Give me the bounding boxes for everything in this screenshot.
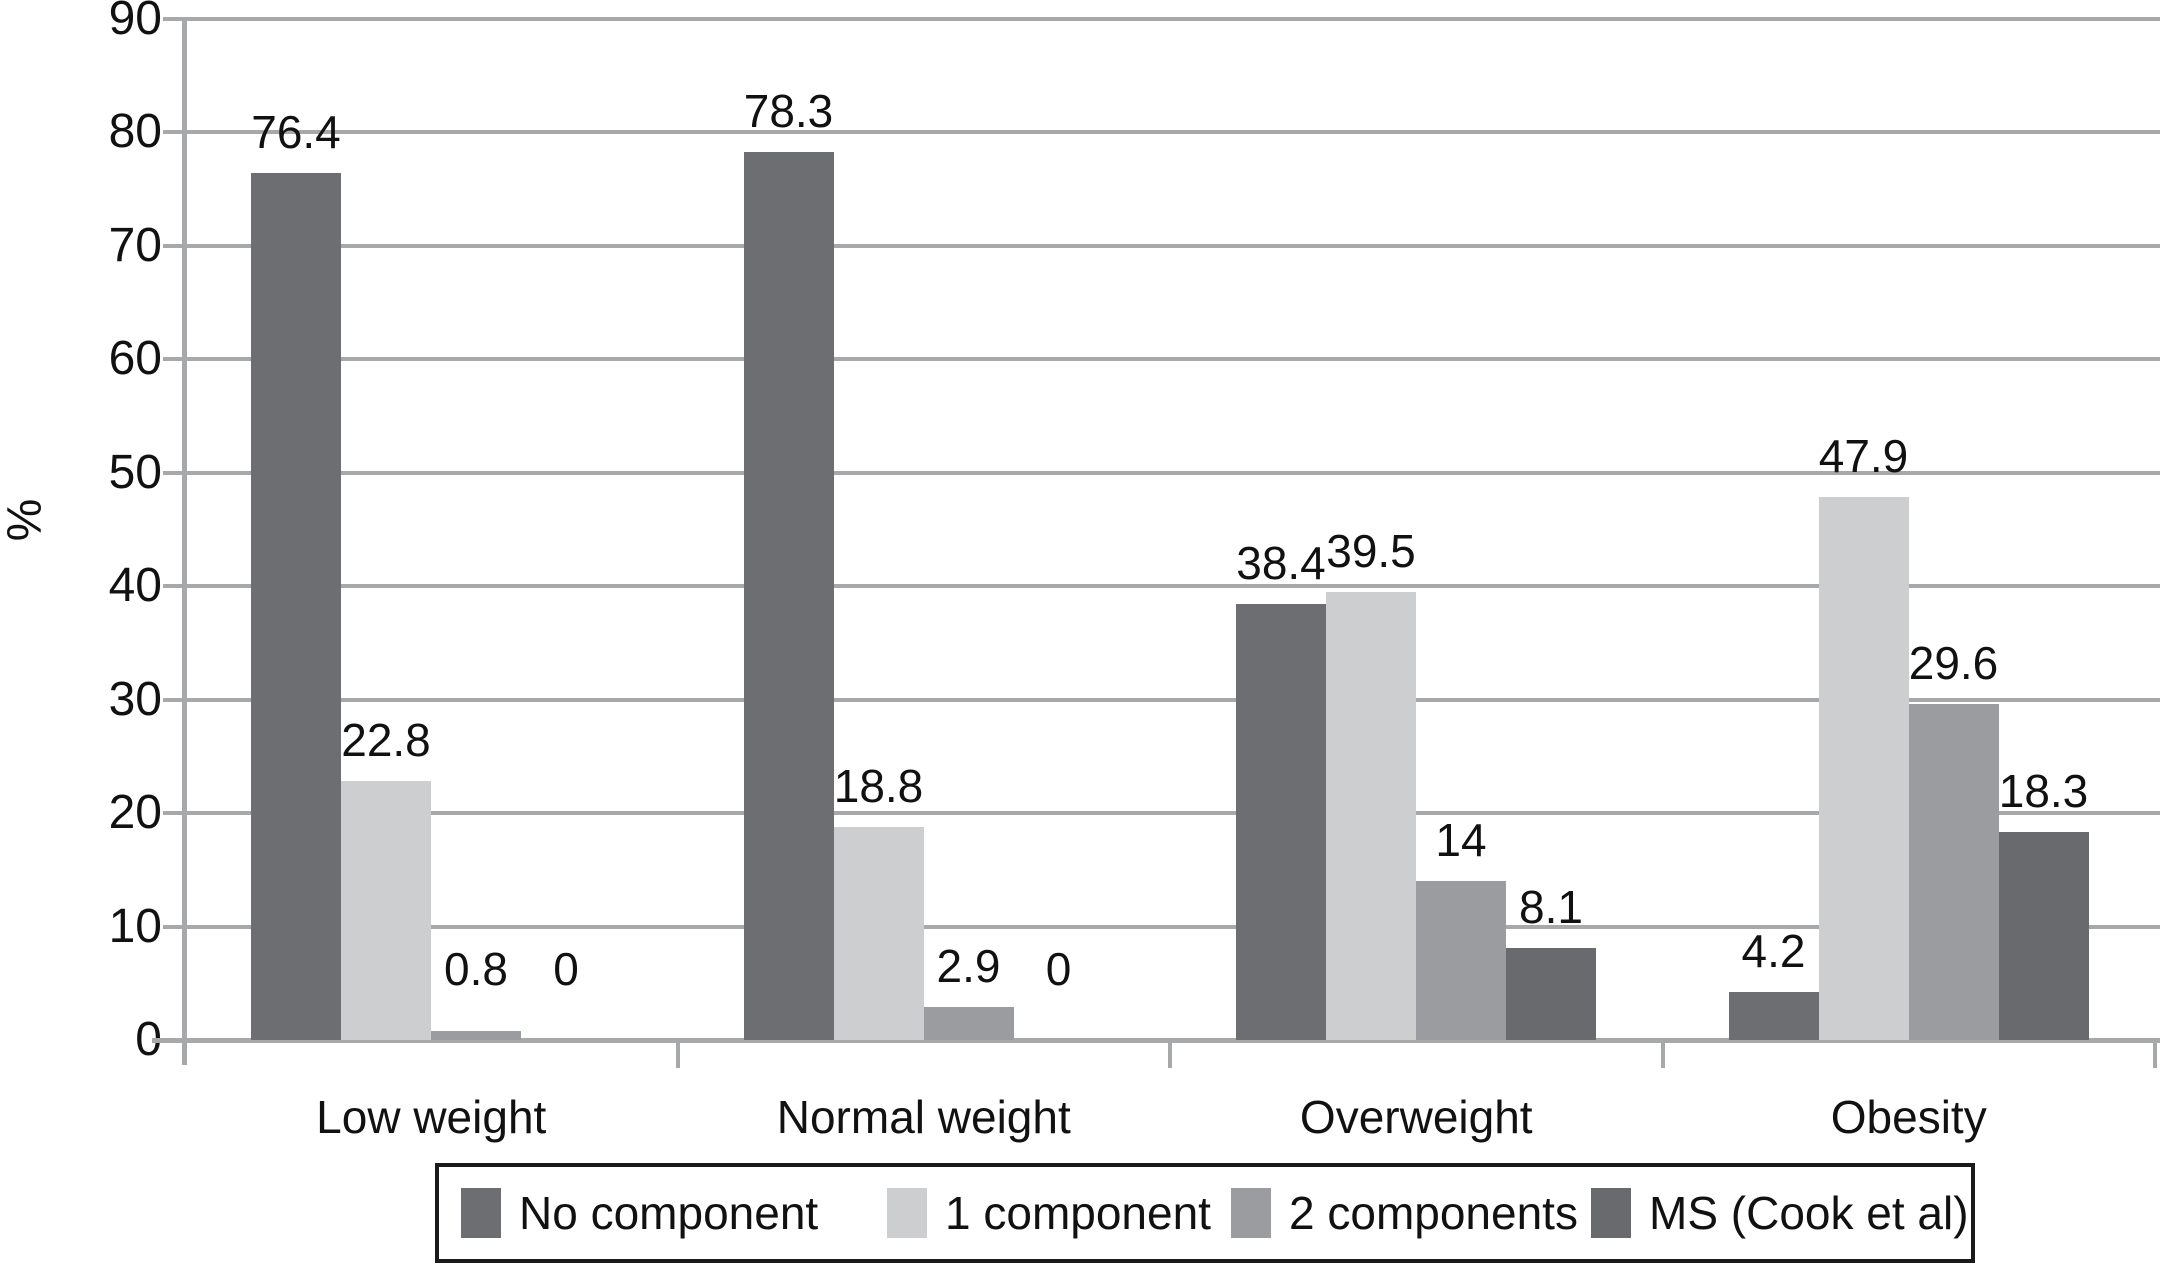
y-tick: [163, 924, 185, 929]
y-tick: [163, 697, 185, 702]
bar-value-label: 39.5: [1326, 524, 1416, 577]
gridline: [185, 470, 2160, 475]
bar-value-label: 18.3: [1998, 765, 2089, 818]
bar-value-label: 29.6: [1908, 637, 1999, 690]
bar-value-label: 38.4: [1236, 537, 1326, 590]
y-tick-label: 90: [108, 0, 162, 45]
gridline: [185, 697, 2160, 702]
legend-swatch: [1231, 1188, 1271, 1238]
bar: [1236, 604, 1326, 1040]
y-tick: [163, 243, 185, 248]
gridline: [185, 17, 2160, 21]
bar: [1818, 496, 1909, 1040]
y-tick-label: 70: [108, 218, 162, 272]
bar-value-label: 76.4: [251, 106, 341, 159]
bar: [1506, 948, 1596, 1040]
x-tick: [675, 1040, 680, 1068]
x-tick: [2153, 1040, 2157, 1068]
legend-item: MS (Cook et al): [1591, 1188, 1969, 1238]
bar: [743, 151, 834, 1040]
bar-value-label: 18.8: [833, 759, 924, 812]
bar-value-label: 78.3: [743, 84, 834, 137]
gridline: [185, 811, 2160, 816]
x-category-label: Obesity: [1830, 1091, 1987, 1143]
x-category-label: Overweight: [1299, 1091, 1533, 1143]
y-tick-label: 30: [108, 672, 162, 726]
bar: [923, 1007, 1014, 1040]
legend-item: No component: [461, 1188, 818, 1238]
bar-value-label: 14: [1435, 814, 1487, 867]
y-tick-label: 80: [108, 105, 162, 159]
bar: [431, 1030, 521, 1040]
legend-box: No component 1 component 2 components MS (C…: [435, 1163, 1975, 1263]
y-tick: [163, 584, 185, 589]
bar-value-label: 0: [553, 943, 579, 995]
bar-value-label: 22.8: [341, 714, 431, 767]
x-axis-line: [152, 1038, 2160, 1043]
y-tick-label: 40: [108, 559, 162, 613]
bar: [251, 173, 341, 1040]
legend-swatch: [887, 1188, 927, 1238]
y-tick: [163, 130, 185, 135]
bar: [833, 826, 924, 1040]
bar: [341, 781, 431, 1040]
bar-value-label: 4.2: [1741, 925, 1806, 978]
legend-item: 1 component: [887, 1188, 1211, 1238]
x-category-label: Low weight: [316, 1091, 547, 1143]
bar-value-label: 2.9: [936, 940, 1001, 993]
bar-value-label: 47.9: [1818, 429, 1909, 482]
y-axis-title: %: [0, 498, 52, 542]
legend-swatch: [461, 1188, 501, 1238]
y-tick-label: 50: [108, 445, 162, 499]
x-tick: [1660, 1040, 1665, 1068]
gridline: [185, 924, 2160, 929]
bar: [1728, 992, 1819, 1040]
y-tick-label: 20: [108, 786, 162, 840]
gridline: [185, 243, 2160, 248]
bar-value-label: 0.8: [444, 943, 508, 995]
bar: [1908, 704, 1999, 1040]
x-tick: [1168, 1040, 1172, 1068]
y-tick-label: 60: [108, 332, 162, 386]
legend-item: 2 components: [1231, 1188, 1578, 1238]
legend-label: 1 component: [945, 1187, 1211, 1239]
gridline: [185, 584, 2160, 589]
bar: [1326, 591, 1416, 1040]
legend-label: 2 components: [1289, 1187, 1578, 1239]
bar: [1998, 832, 2089, 1040]
y-tick: [163, 811, 185, 816]
legend-label: MS (Cook et al): [1649, 1187, 1969, 1239]
gridline: [185, 130, 2160, 135]
bar-value-label: 0: [1045, 943, 1072, 995]
y-tick: [163, 357, 185, 362]
bar: [1416, 881, 1506, 1040]
y-axis-line: [182, 17, 187, 1065]
gridline: [185, 357, 2160, 362]
x-category-label: Normal weight: [776, 1091, 1071, 1143]
legend-label: No component: [519, 1187, 819, 1239]
legend-swatch: [1591, 1188, 1631, 1238]
y-tick-label: 0: [135, 1013, 162, 1066]
y-tick: [163, 17, 185, 21]
y-tick: [163, 470, 185, 475]
bar-value-label: 8.1: [1519, 881, 1583, 934]
y-tick-label: 10: [108, 899, 162, 953]
